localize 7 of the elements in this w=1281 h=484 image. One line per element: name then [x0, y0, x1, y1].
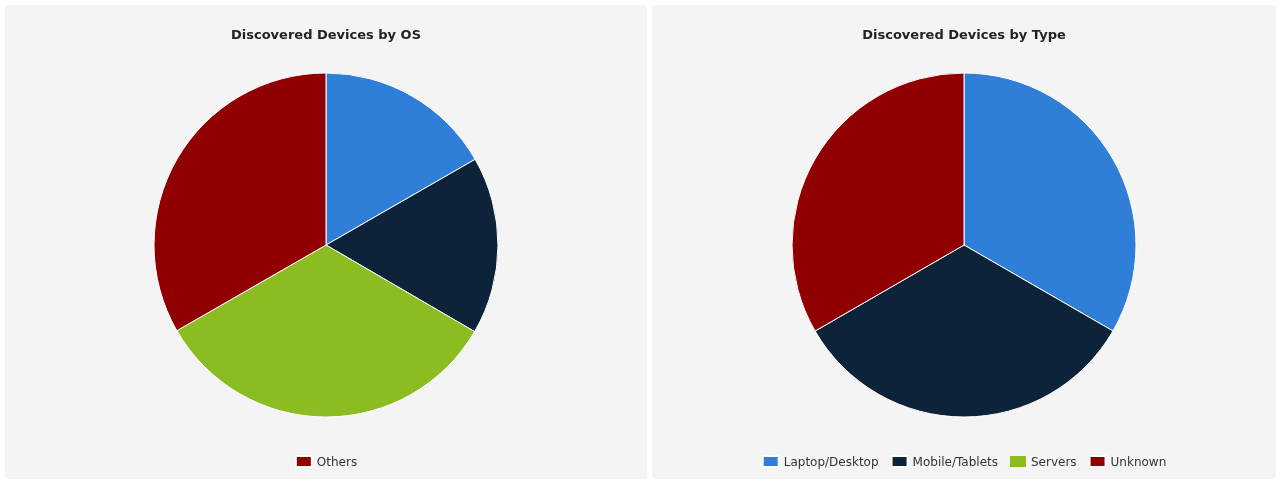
legend-label: Laptop/Desktop	[783, 454, 879, 469]
legend-label: Servers	[1030, 454, 1077, 469]
legend-label: Unknown	[1110, 454, 1167, 469]
chart-title: Discovered Devices by Type	[862, 27, 1066, 42]
legend-label: Others	[316, 454, 358, 469]
chart-title: Discovered Devices by OS	[230, 27, 422, 42]
legend-label: Mobile/Tablets	[912, 454, 998, 469]
